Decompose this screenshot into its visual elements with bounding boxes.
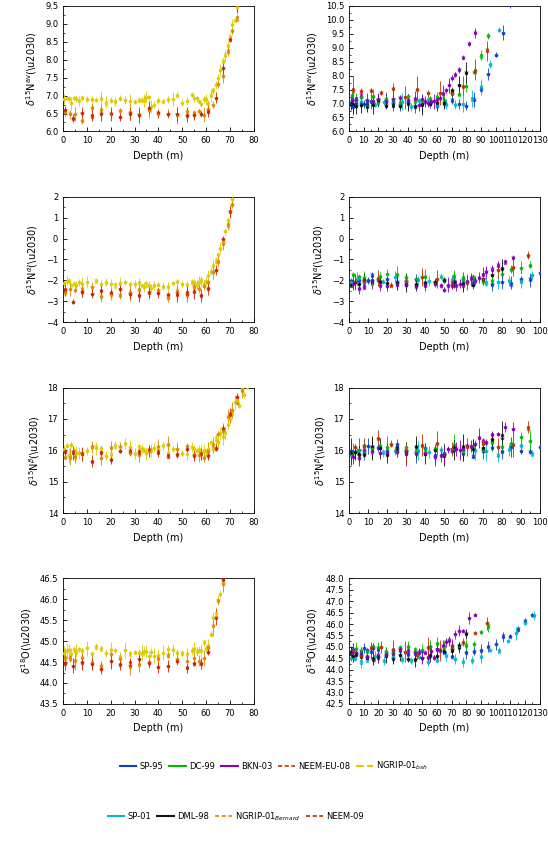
- Y-axis label: $\delta^{15}$N$^\mathrm{av}$(\u2030): $\delta^{15}$N$^\mathrm{av}$(\u2030): [305, 31, 320, 106]
- X-axis label: Depth (m): Depth (m): [133, 533, 184, 543]
- Y-axis label: $\delta^{18}$O(\u2030): $\delta^{18}$O(\u2030): [19, 608, 34, 674]
- Y-axis label: $\delta^{15}$N$^\mathrm{av}$(\u2030): $\delta^{15}$N$^\mathrm{av}$(\u2030): [25, 31, 39, 106]
- X-axis label: Depth (m): Depth (m): [419, 533, 470, 543]
- Y-axis label: $\delta^{15}$N$^\beta$(\u2030): $\delta^{15}$N$^\beta$(\u2030): [313, 415, 328, 486]
- X-axis label: Depth (m): Depth (m): [133, 151, 184, 161]
- X-axis label: Depth (m): Depth (m): [133, 341, 184, 352]
- Legend: SP-95, DC-99, BKN-03, NEEM-EU-08, NGRIP-01$_{bsh}$: SP-95, DC-99, BKN-03, NEEM-EU-08, NGRIP-…: [117, 756, 431, 776]
- X-axis label: Depth (m): Depth (m): [419, 723, 470, 733]
- Y-axis label: $\delta^{15}$N$^\alpha$(\u2030): $\delta^{15}$N$^\alpha$(\u2030): [311, 224, 326, 295]
- Y-axis label: $\delta^{15}$N$^\alpha$(\u2030): $\delta^{15}$N$^\alpha$(\u2030): [25, 224, 40, 295]
- Y-axis label: $\delta^{15}$N$^\beta$(\u2030): $\delta^{15}$N$^\beta$(\u2030): [27, 415, 42, 486]
- X-axis label: Depth (m): Depth (m): [419, 151, 470, 161]
- Legend: SP-01, DML-98, NGRIP-01$_{Bernard}$, NEEM-09: SP-01, DML-98, NGRIP-01$_{Bernard}$, NEE…: [104, 807, 367, 826]
- X-axis label: Depth (m): Depth (m): [419, 341, 470, 352]
- X-axis label: Depth (m): Depth (m): [133, 723, 184, 733]
- Y-axis label: $\delta^{18}$O(\u2030): $\delta^{18}$O(\u2030): [305, 608, 320, 674]
